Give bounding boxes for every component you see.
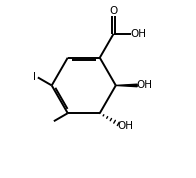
Text: O: O xyxy=(109,6,118,16)
Text: I: I xyxy=(33,72,36,82)
Text: OH: OH xyxy=(130,29,146,39)
Text: OH: OH xyxy=(136,80,152,90)
Text: OH: OH xyxy=(117,121,133,131)
Polygon shape xyxy=(116,84,137,87)
